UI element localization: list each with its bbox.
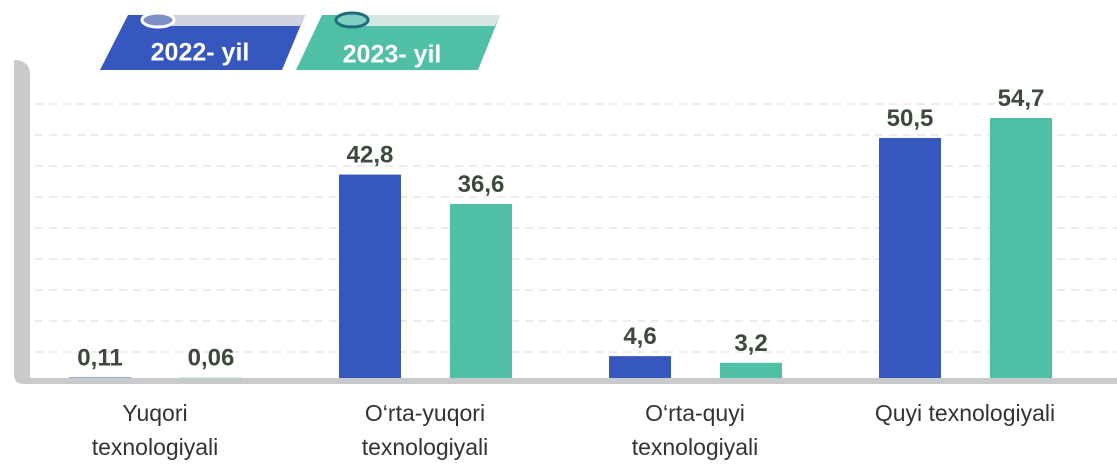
data-label: 4,6 xyxy=(623,323,656,350)
axis-frame xyxy=(14,60,1117,384)
data-label: 50,5 xyxy=(887,105,934,132)
bar xyxy=(990,118,1052,378)
bar xyxy=(339,174,401,378)
legend: 2022- yil 2023- yil xyxy=(100,11,500,70)
bar xyxy=(879,137,941,378)
data-label: 0,06 xyxy=(188,345,235,372)
legend-ring xyxy=(334,11,370,29)
x-tick-label: Yuqori texnologiyali xyxy=(91,400,219,460)
data-label: 54,7 xyxy=(998,85,1045,112)
bar xyxy=(609,356,671,378)
bar xyxy=(69,377,131,378)
legend-tab xyxy=(296,15,500,70)
legend-ring xyxy=(140,11,176,29)
legend-label: 2022- yil xyxy=(151,39,250,67)
data-label: 36,6 xyxy=(458,171,505,198)
x-tick-label: Quyi texnologiyali xyxy=(874,400,1056,426)
x-tick-label: O‘rta-quyi texnologiyali xyxy=(631,400,759,460)
data-label: 0,11 xyxy=(77,344,122,371)
x-tick-label: O‘rta-yuqori texnologiyali xyxy=(361,400,489,460)
data-label: 42,8 xyxy=(347,142,394,169)
bar xyxy=(720,362,782,378)
legend-tab-top xyxy=(155,15,305,26)
bar xyxy=(450,204,512,378)
legend-tab-top xyxy=(350,15,500,26)
data-label: 3,2 xyxy=(734,330,767,357)
legend-label: 2023- yil xyxy=(343,41,442,69)
legend-tab xyxy=(100,15,305,70)
